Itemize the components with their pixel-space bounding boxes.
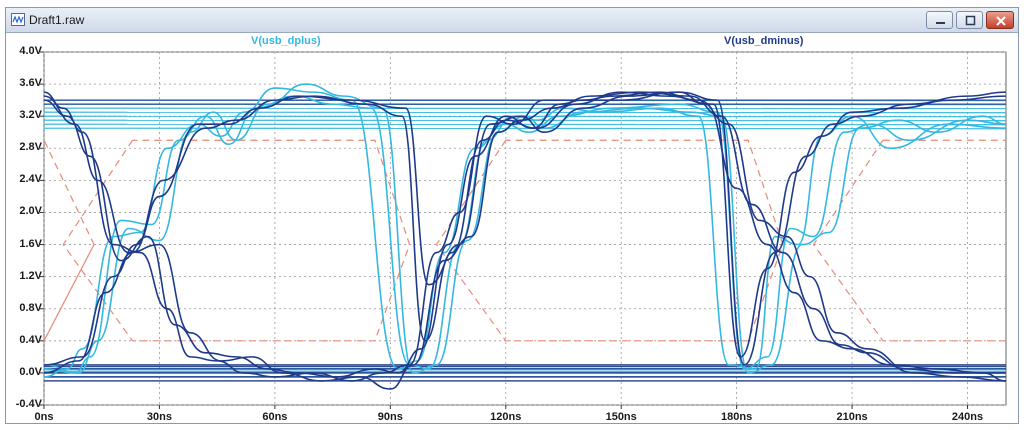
- legend-dplus: V(usb_dplus): [251, 35, 321, 47]
- dplus-trace: [43, 87, 1007, 378]
- legend-dminus: V(usb_dminus): [724, 35, 804, 47]
- flat-rail-high: [43, 123, 1007, 126]
- mask-outline: [62, 139, 411, 342]
- flat-rail-high: [43, 107, 1007, 110]
- chart-area[interactable]: V(usb_dplus) V(usb_dminus) 4.0V 3.6V 3.2V 2…: [6, 33, 1018, 423]
- y-tick-label: 4.0V: [19, 45, 42, 57]
- waveform-window: Draft1.raw V(usb_dplus) V(usb_dminus) 4.…: [5, 7, 1019, 424]
- minimize-icon: [936, 22, 945, 24]
- eye-diagram-plot[interactable]: [6, 33, 1018, 423]
- dminus-trace: [43, 91, 1007, 390]
- x-tick-label: 60ns: [262, 411, 288, 423]
- x-tick-label: 150ns: [605, 411, 637, 423]
- title-bar[interactable]: Draft1.raw: [6, 8, 1018, 33]
- x-tick-label: 120ns: [490, 411, 522, 423]
- y-tick-label: -0.4V: [15, 398, 42, 410]
- dminus-trace: [43, 91, 1007, 374]
- maximize-button[interactable]: [956, 11, 983, 29]
- flat-rail-high: [43, 111, 1007, 114]
- y-tick-label: 0.0V: [19, 365, 42, 378]
- x-tick-label: 180ns: [721, 411, 753, 423]
- y-tick-label: 1.2V: [19, 269, 42, 282]
- x-tick-label: 240ns: [951, 411, 984, 423]
- close-button[interactable]: [986, 11, 1014, 29]
- dminus-trace: [43, 91, 1006, 378]
- mask-outline: [435, 139, 784, 342]
- y-tick-label: 2.4V: [19, 173, 42, 186]
- y-tick-label: 1.6V: [19, 237, 42, 250]
- x-tick-label: 210ns: [836, 411, 868, 423]
- y-tick-label: 2.0V: [19, 205, 42, 218]
- x-tick-label: 0ns: [34, 411, 54, 423]
- minimize-button[interactable]: [926, 11, 953, 29]
- window-title: Draft1.raw: [29, 13, 85, 27]
- close-icon: [996, 16, 1006, 26]
- maximize-icon: [965, 15, 976, 26]
- x-tick-label: 30ns: [146, 411, 172, 423]
- mask-outline: [812, 139, 1006, 342]
- waveform-viewer-icon: [11, 13, 25, 26]
- y-tick-label: 3.2V: [19, 109, 42, 122]
- y-tick-label: 3.6V: [19, 77, 42, 90]
- y-tick-label: 0.4V: [19, 333, 42, 346]
- dplus-trace: [43, 83, 1007, 374]
- mask-outline: [43, 244, 95, 342]
- y-tick-label: 2.8V: [19, 141, 42, 154]
- y-tick-label: 0.8V: [19, 301, 42, 314]
- x-tick-label: 90ns: [377, 411, 403, 423]
